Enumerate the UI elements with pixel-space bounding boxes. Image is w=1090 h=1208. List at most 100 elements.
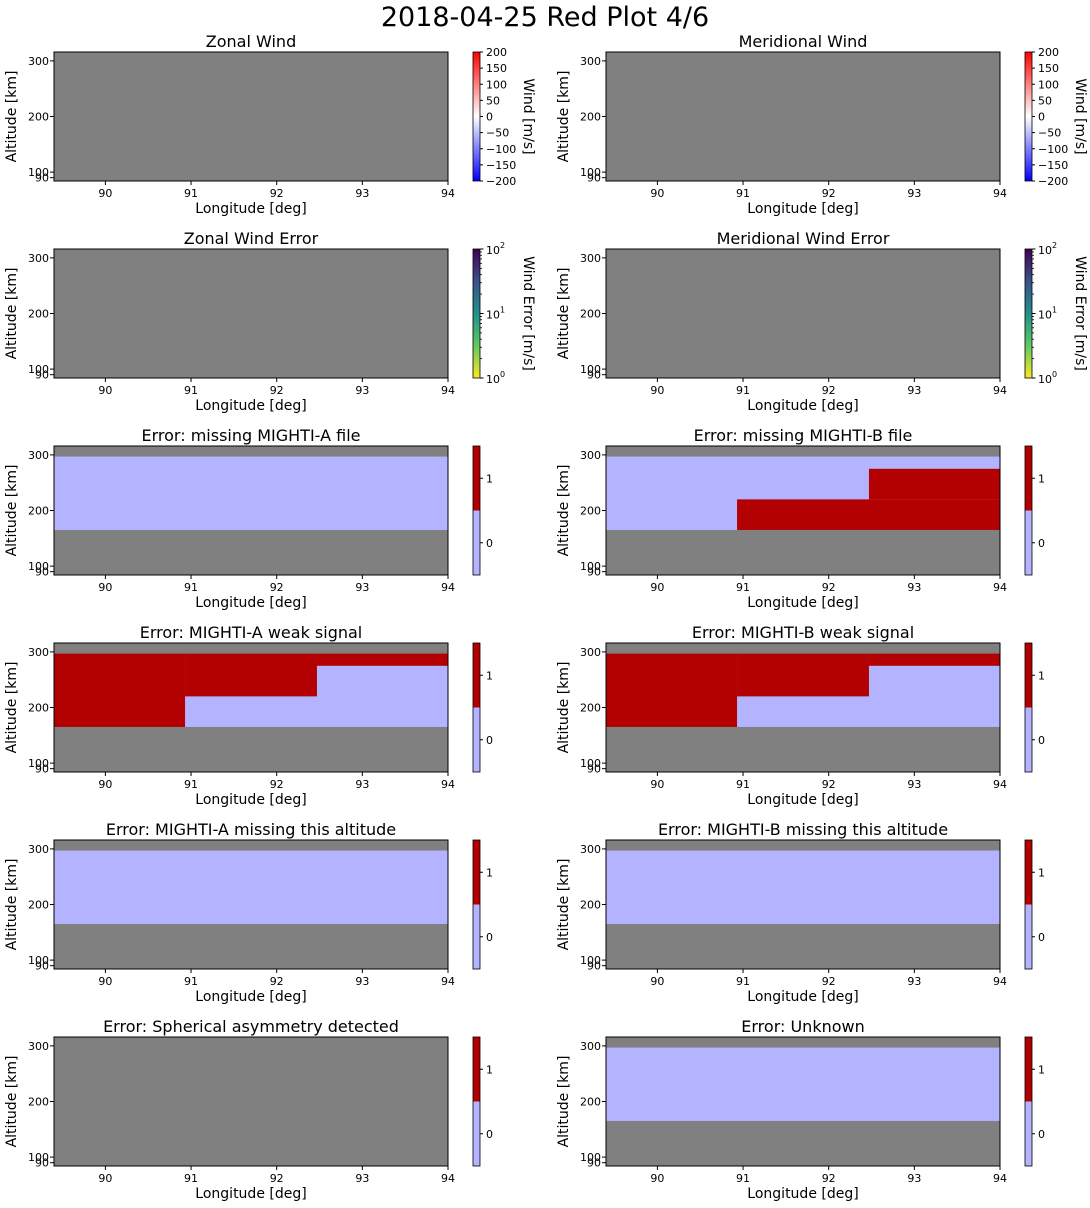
x-tick-label: 93 [907,778,921,791]
y-tick-label: 200 [580,1096,601,1109]
colorbar-gradient [473,52,480,181]
y-tick-label: 200 [28,505,49,518]
y-tick-label: 90 [587,369,601,382]
colorbar-tick-label: 0 [1038,1128,1045,1141]
colorbar: 10 [472,445,493,576]
colorbar-label: Wind [m/s] [520,78,536,154]
subplot-title: Error: MIGHTI-B weak signal [692,623,914,642]
colorbar-tick-label: 1 [486,866,493,879]
colorbar-frame [472,1036,481,1167]
y-axis-label: Altitude [km] [556,268,572,360]
subplot-title: Error: Unknown [741,1017,864,1036]
y-axis-label: Altitude [km] [4,1056,20,1148]
colorbar-tick-label: 0 [1038,111,1045,124]
colorbar-tick-label: 200 [1038,46,1059,59]
y-tick-label: 300 [580,449,601,462]
colorbar-tick-label: 100 [1038,370,1057,386]
x-tick-label: 94 [441,384,455,397]
colorbar-tick-label: −50 [486,127,509,140]
colorbar-tick-label: 0 [486,931,493,944]
x-axis-label: Longitude [deg] [747,989,858,1005]
heatmap-cell [606,1047,1000,1121]
x-tick-label: 91 [736,1172,750,1185]
x-tick-label: 92 [822,384,836,397]
colorbar-gradient [1025,52,1032,181]
x-axis-label: Longitude [deg] [747,595,858,611]
x-tick-label: 93 [907,1172,921,1185]
y-tick-label: 100 [28,1151,49,1164]
x-tick-label: 93 [355,1172,369,1185]
x-tick-label: 94 [441,1172,455,1185]
y-tick-label: 90 [35,566,49,579]
subplot-6: Error: missing MIGHTI-B file 90 91 92 93 94 Lo… [556,426,1045,611]
y-tick-label: 300 [28,646,49,659]
x-tick-label: 92 [270,975,284,988]
x-tick-label: 94 [993,384,1007,397]
y-tick-label: 300 [28,1040,49,1053]
x-tick-label: 94 [441,581,455,594]
x-tick-label: 93 [355,778,369,791]
colorbar-segment-0 [1025,510,1032,575]
colorbar-segment-1 [473,840,480,905]
y-tick-label: 90 [587,960,601,973]
colorbar-tick-label: 102 [486,241,505,257]
x-tick-label: 92 [270,187,284,200]
colorbar-tick-label: 1 [486,1063,493,1076]
y-tick-label: 100 [580,363,601,376]
colorbar: 10 [472,839,493,970]
x-axis-label: Longitude [deg] [195,989,306,1005]
colorbar-frame [1024,642,1033,773]
heatmap-cell [185,653,317,697]
colorbar-segment-0 [1025,1101,1032,1166]
y-tick-label: 200 [28,308,49,321]
x-tick-label: 94 [441,187,455,200]
y-axis-label: Altitude [km] [556,859,572,951]
colorbar-tick-label: 1 [1038,669,1045,682]
subplot-title: Error: missing MIGHTI-A file [142,426,361,445]
x-tick-label: 91 [184,384,198,397]
colorbar-tick-label: −200 [1038,175,1068,188]
x-tick-label: 92 [270,1172,284,1185]
y-axis-label: Altitude [km] [556,662,572,754]
colorbar-tick-label: 100 [486,370,505,386]
colorbar-tick-label: 150 [1038,62,1059,75]
colorbar-segment-1 [473,446,480,511]
x-tick-label: 93 [355,581,369,594]
subplot-title: Meridional Wind [739,32,868,51]
colorbar-segment-1 [1025,643,1032,708]
y-axis-label: Altitude [km] [4,859,20,951]
colorbar-tick-label: 200 [486,46,507,59]
x-tick-label: 94 [993,778,1007,791]
x-tick-label: 90 [98,975,112,988]
colorbar-frame [472,445,481,576]
x-tick-label: 92 [822,778,836,791]
x-axis-label: Longitude [deg] [747,792,858,808]
colorbar-tick-label: −150 [486,159,516,172]
y-tick-label: 100 [28,757,49,770]
colorbar: 10 [472,642,493,773]
x-tick-label: 91 [184,975,198,988]
colorbar-frame [1024,445,1033,576]
x-tick-label: 91 [736,581,750,594]
colorbar: 10 [1024,445,1045,576]
x-axis-label: Longitude [deg] [195,398,306,414]
x-axis-label: Longitude [deg] [195,1186,306,1202]
y-tick-label: 90 [35,960,49,973]
colorbar-tick-label: 1 [1038,1063,1045,1076]
colorbar-tick-label: −50 [1038,127,1061,140]
x-tick-label: 93 [907,187,921,200]
x-tick-label: 90 [650,778,664,791]
heatmap-cell [54,456,448,530]
y-tick-label: 300 [28,55,49,68]
colorbar: 10 [1024,1036,1045,1167]
colorbar-tick-label: 0 [1038,537,1045,550]
x-tick-label: 90 [650,1172,664,1185]
colorbar-tick-label: 1 [1038,866,1045,879]
x-tick-label: 94 [993,187,1007,200]
x-tick-label: 90 [98,581,112,594]
colorbar-tick-label: −150 [1038,159,1068,172]
x-tick-label: 92 [822,1172,836,1185]
colorbar-label: Wind Error [m/s] [1072,256,1088,371]
colorbar-tick-label: 100 [1038,78,1059,91]
